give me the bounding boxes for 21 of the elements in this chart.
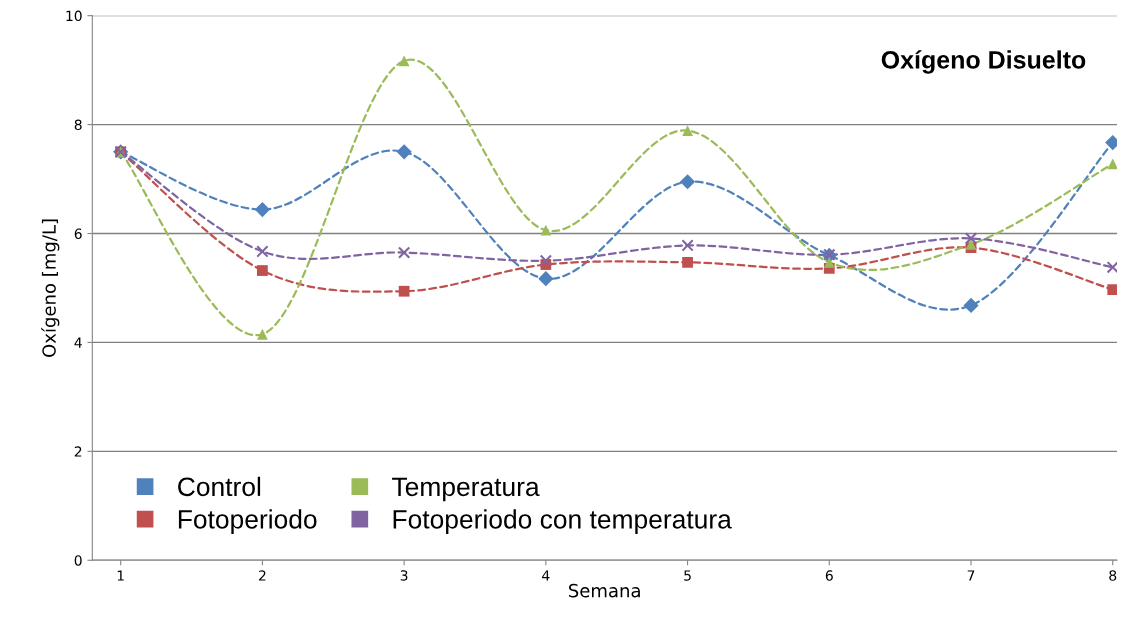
y-axis-title: Oxígeno [mg/L] (41, 219, 60, 357)
x-axis-title: Semana (568, 583, 640, 598)
x-tick-label: 2 (259, 570, 266, 581)
x-tick-label: 4 (542, 570, 550, 581)
x-tick-label: 6 (825, 570, 833, 581)
legend-label: Fotoperiodo (178, 509, 317, 534)
y-tick-label: 0 (74, 555, 82, 566)
legend-label: Fotoperiodo con temperatura (393, 509, 732, 534)
x-tick-label: 5 (684, 570, 691, 581)
y-tick-label: 10 (66, 10, 82, 22)
x-tick-label: 8 (1109, 570, 1117, 581)
y-tick-label: 8 (74, 119, 82, 131)
x-tick-label: 7 (967, 570, 975, 581)
y-tick-label: 4 (74, 337, 82, 348)
x-tick-label: 3 (400, 570, 408, 581)
x-tick-label: 1 (117, 570, 124, 581)
legend-label: Temperatura (392, 477, 540, 502)
y-tick-label: 2 (74, 446, 82, 457)
text: Oxígeno Disuelto (881, 50, 1086, 74)
legend-label: Control (178, 476, 261, 497)
y-tick-label: 6 (74, 228, 82, 239)
